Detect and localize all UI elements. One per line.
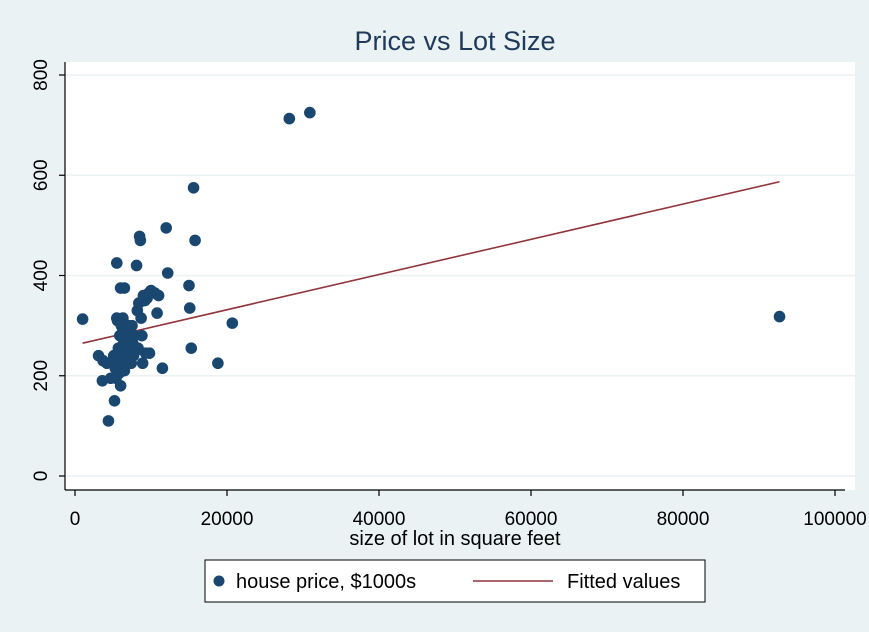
legend: house price, $1000s Fitted values — [204, 559, 706, 603]
x-axis: 0 20000 40000 60000 80000 100000 — [65, 489, 867, 530]
legend-label-fitted-values: Fitted values — [567, 571, 680, 593]
data-point — [226, 317, 239, 329]
data-point — [773, 310, 786, 323]
data-point — [152, 289, 165, 302]
data-point — [160, 222, 172, 234]
x-tick-label: 80000 — [657, 509, 710, 530]
data-point — [151, 307, 163, 319]
data-point — [134, 234, 147, 247]
data-point — [130, 259, 143, 272]
data-point — [102, 415, 115, 427]
fitted-values-line — [82, 180, 780, 344]
chart-title: Price vs Lot Size — [354, 26, 555, 56]
data-point — [161, 267, 174, 279]
data-point — [118, 282, 131, 294]
x-tick-label: 40000 — [353, 509, 406, 530]
y-axis: 0 200 400 600 800 — [31, 59, 66, 490]
data-point — [114, 379, 127, 392]
data-point — [143, 347, 156, 359]
legend-box — [204, 559, 706, 603]
data-point — [283, 112, 296, 125]
y-tick-label: 200 — [31, 360, 52, 392]
data-point — [189, 234, 201, 247]
data-point — [136, 357, 149, 370]
data-point — [135, 312, 147, 324]
fitted-line-layer — [82, 180, 780, 344]
y-tick-label: 600 — [31, 159, 52, 191]
data-point — [111, 257, 123, 269]
data-point — [183, 279, 195, 292]
data-point — [126, 319, 138, 332]
legend-marker-house-price — [213, 575, 225, 587]
data-point — [76, 313, 89, 325]
data-point — [187, 181, 200, 194]
data-points-layer — [76, 106, 786, 427]
y-tick-label: 400 — [31, 260, 52, 292]
x-tick-label: 60000 — [505, 509, 558, 530]
data-point — [118, 364, 131, 377]
data-point — [304, 106, 316, 119]
data-point — [108, 395, 121, 407]
x-axis-title: size of lot in square feet — [349, 528, 561, 550]
data-point — [212, 357, 224, 370]
x-tick-label: 0 — [70, 509, 81, 530]
y-tick-label: 0 — [31, 471, 52, 482]
data-point — [136, 329, 148, 342]
legend-label-house-price: house price, $1000s — [236, 571, 416, 593]
data-point — [156, 362, 169, 375]
data-point — [185, 342, 198, 354]
x-tick-label: 20000 — [201, 509, 254, 530]
y-tick-label: 800 — [31, 59, 52, 91]
x-tick-label: 100000 — [803, 509, 866, 530]
grid-lines — [66, 74, 855, 477]
data-point — [183, 302, 196, 314]
